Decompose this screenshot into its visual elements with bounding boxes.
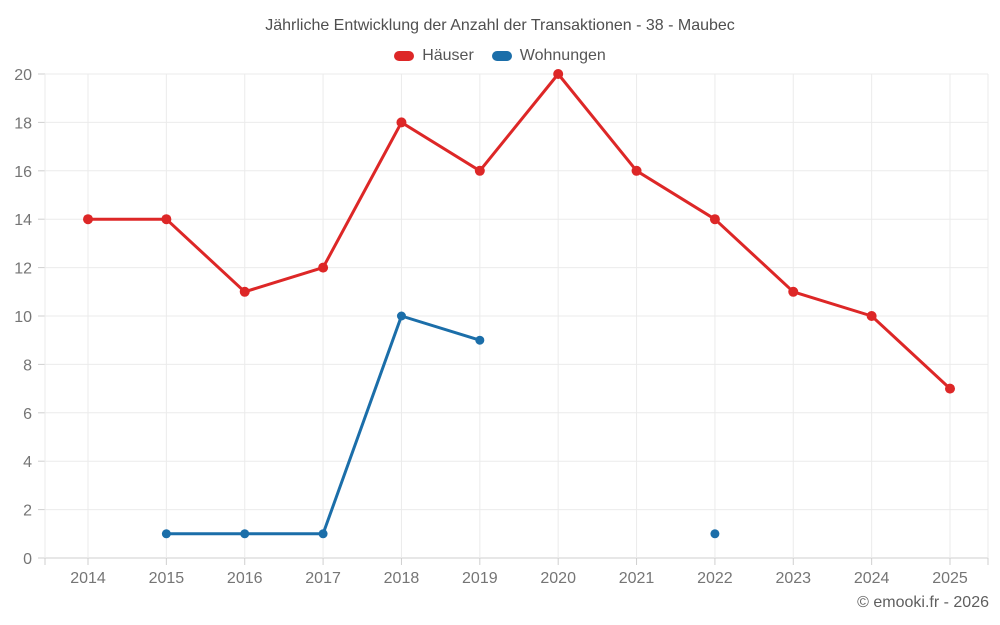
x-tick-label: 2024 [854, 570, 890, 587]
chart-title: Jährliche Entwicklung der Anzahl der Tra… [265, 17, 735, 34]
y-tick-label: 6 [23, 406, 32, 423]
y-tick-label: 18 [14, 115, 32, 132]
x-tick-label: 2020 [540, 570, 576, 587]
data-point-haeuser-2014[interactable] [83, 214, 93, 225]
x-tick-label: 2016 [227, 570, 263, 587]
y-tick-label: 14 [14, 212, 32, 229]
x-tick-label: 2015 [149, 570, 185, 587]
data-point-wohnungen-2016[interactable] [240, 529, 250, 539]
data-point-haeuser-2024[interactable] [866, 311, 877, 321]
data-point-wohnungen-2017[interactable] [318, 529, 328, 539]
data-point-haeuser-2016[interactable] [239, 286, 250, 297]
y-tick-label: 0 [23, 551, 32, 568]
x-tick-label: 2022 [697, 570, 733, 587]
chart-legend: Häuser Wohnungen [0, 47, 1000, 65]
data-point-haeuser-2017[interactable] [318, 262, 329, 273]
data-point-haeuser-2023[interactable] [788, 286, 799, 297]
x-tick-label: 2025 [932, 570, 968, 587]
data-point-haeuser-2019[interactable] [474, 165, 485, 176]
data-point-wohnungen-2015[interactable] [161, 529, 171, 539]
x-tick-label: 2017 [305, 570, 341, 587]
y-tick-label: 2 [23, 503, 32, 520]
legend-label-haeuser: Häuser [422, 47, 474, 64]
y-tick-label: 16 [14, 164, 32, 181]
y-tick-label: 8 [23, 357, 32, 374]
data-point-haeuser-2015[interactable] [161, 214, 172, 225]
legend-label-wohnungen: Wohnungen [519, 47, 606, 64]
x-tick-label: 2023 [775, 570, 811, 587]
x-tick-label: 2018 [384, 570, 420, 587]
y-tick-label: 4 [23, 454, 32, 471]
legend-item-haeuser[interactable]: Häuser [394, 47, 474, 65]
data-point-haeuser-2022[interactable] [709, 214, 720, 225]
data-point-haeuser-2020[interactable] [553, 69, 564, 79]
data-point-haeuser-2025[interactable] [945, 383, 955, 394]
x-tick-label: 2014 [70, 570, 106, 587]
x-tick-label: 2019 [462, 570, 498, 587]
y-tick-label: 20 [14, 67, 32, 84]
y-tick-label: 10 [14, 309, 32, 326]
y-tick-label: 12 [14, 261, 32, 278]
data-point-wohnungen-2022[interactable] [710, 529, 720, 539]
x-tick-label: 2021 [619, 570, 655, 587]
data-point-wohnungen-2019[interactable] [475, 335, 485, 345]
legend-swatch-haeuser [394, 51, 415, 61]
legend-item-wohnungen[interactable]: Wohnungen [491, 47, 606, 65]
series-line-haeuser [86, 72, 952, 391]
data-point-wohnungen-2018[interactable] [396, 311, 406, 321]
data-point-haeuser-2021[interactable] [631, 165, 642, 176]
copyright-text: © emooki.fr - 2026 [857, 594, 989, 611]
data-point-haeuser-2018[interactable] [396, 117, 407, 128]
legend-swatch-wohnungen [491, 51, 512, 61]
